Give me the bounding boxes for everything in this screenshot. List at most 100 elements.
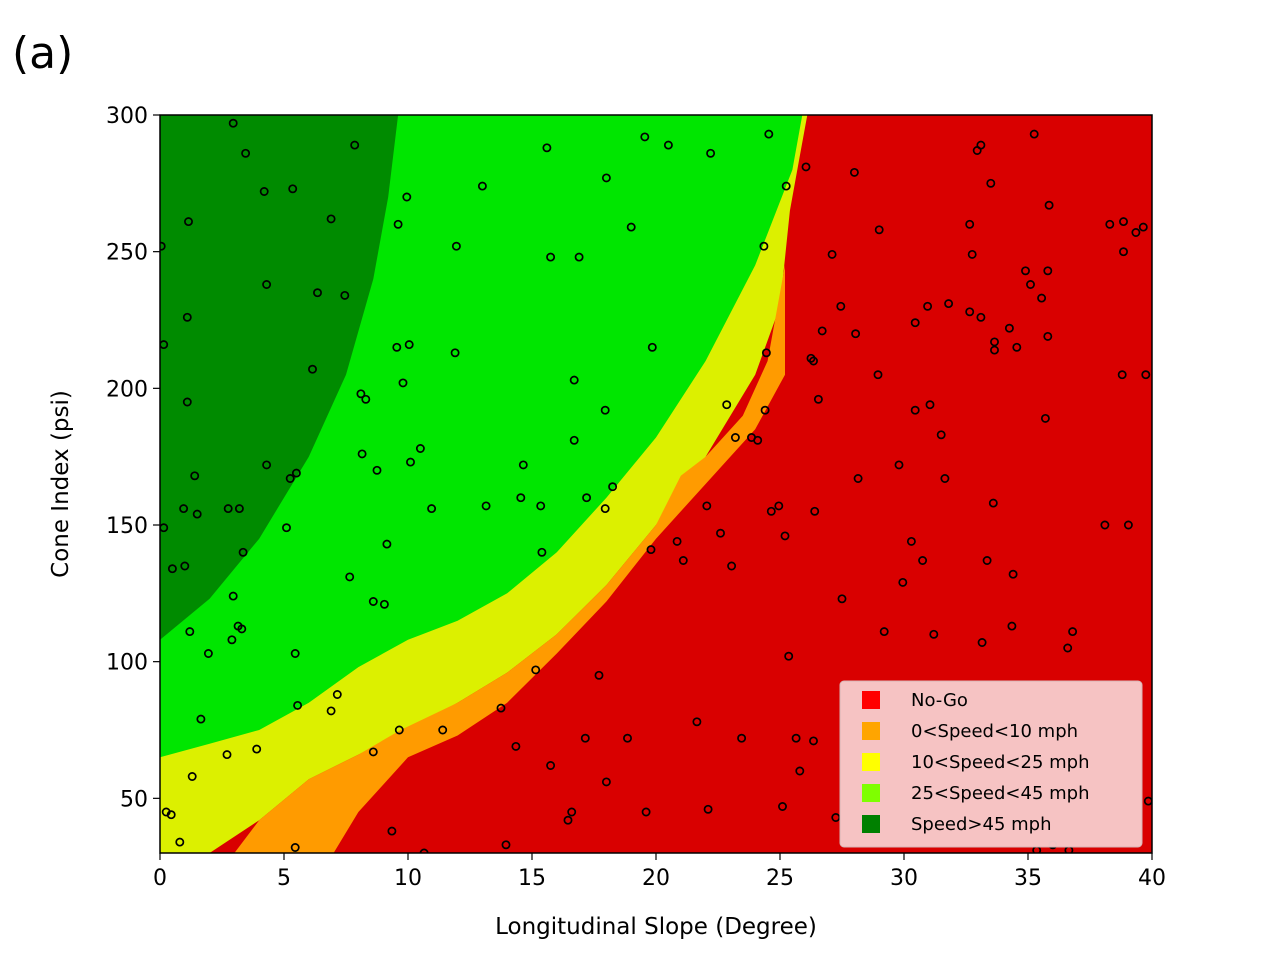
- scatter-point: [976, 140, 986, 150]
- scatter-point: [647, 342, 657, 352]
- scatter-point: [646, 545, 656, 555]
- scatter-point: [282, 523, 291, 533]
- scatter-point: [406, 457, 415, 467]
- scatter-point: [780, 531, 790, 541]
- scatter-point: [716, 528, 725, 538]
- scatter-point: [678, 556, 688, 565]
- scatter-point: [702, 501, 712, 511]
- scatter-point: [663, 140, 673, 150]
- y-tick-label: 300: [106, 104, 148, 129]
- scatter-point: [182, 312, 192, 322]
- scatter-point: [291, 468, 301, 478]
- region-over-45-mph: [160, 115, 399, 853]
- scatter-point: [626, 222, 636, 232]
- scatter-point: [569, 375, 579, 385]
- scatter-point: [222, 750, 232, 760]
- scatter-point: [228, 591, 238, 601]
- scatter-point: [392, 342, 402, 352]
- legend-label: 10<Speed<25 mph: [911, 752, 1090, 773]
- legend-label: Speed>45 mph: [911, 814, 1052, 835]
- scatter-point: [361, 394, 371, 404]
- scatter-point: [542, 143, 552, 153]
- scatter-point: [766, 506, 776, 516]
- scatter-point: [223, 504, 233, 514]
- scatter-point: [262, 280, 272, 289]
- scatter-point: [184, 217, 193, 227]
- scatter-point: [851, 329, 861, 339]
- scatter-point: [801, 162, 811, 172]
- scatter-point: [450, 348, 460, 358]
- scatter-point: [795, 766, 805, 776]
- y-tick-label: 250: [106, 241, 148, 266]
- legend-label: 0<Speed<10 mph: [911, 721, 1078, 742]
- scatter-point: [737, 733, 747, 743]
- legend: No-Go 0<Speed<10 mph 10<Speed<25 mph 25<Spe…: [839, 680, 1143, 848]
- scatter-point: [910, 318, 920, 328]
- scatter-point: [965, 219, 975, 229]
- scatter-point: [594, 670, 604, 680]
- y-tick-label: 150: [106, 514, 148, 539]
- scatter-point: [692, 717, 702, 727]
- x-tick-label: 30: [890, 866, 918, 891]
- scatter-point: [1026, 280, 1035, 289]
- scatter-point: [203, 649, 213, 658]
- scatter-point: [640, 132, 650, 142]
- scatter-point: [703, 804, 713, 814]
- scatter-point: [774, 501, 784, 511]
- legend-swatch: [862, 815, 880, 833]
- scatter-point: [817, 326, 827, 336]
- legend-box: [839, 680, 1143, 848]
- scatter-point: [379, 599, 389, 609]
- scatter-point: [326, 706, 336, 716]
- scatter-point: [813, 394, 823, 404]
- scatter-point: [1037, 293, 1047, 303]
- scatter-point: [810, 506, 820, 516]
- scatter-point: [345, 572, 355, 582]
- scatter-point: [501, 840, 511, 850]
- scatter-point: [546, 252, 556, 262]
- scatter-point: [182, 397, 192, 407]
- plot-area: [160, 115, 1152, 853]
- scatter-points: [160, 118, 1152, 853]
- scatter-point: [608, 482, 618, 492]
- scatter-point: [180, 561, 190, 571]
- scatter-point: [427, 504, 437, 514]
- scatter-point: [382, 539, 392, 549]
- scatter-point: [175, 837, 185, 847]
- scatter-point: [827, 249, 837, 259]
- scatter-point: [415, 444, 425, 453]
- scatter-point: [898, 577, 908, 587]
- scatter-point: [761, 348, 771, 358]
- scatter-point: [160, 241, 166, 251]
- scatter-point: [481, 501, 491, 511]
- scatter-point: [438, 725, 448, 735]
- scatter-point: [1012, 342, 1022, 352]
- x-tick-label: 40: [1138, 866, 1166, 891]
- scatter-point: [1105, 219, 1115, 229]
- y-tick-label: 100: [106, 651, 148, 676]
- x-tick-label: 35: [1014, 866, 1042, 891]
- scatter-point: [357, 449, 367, 459]
- scatter-point: [936, 430, 946, 440]
- scatter-point: [730, 433, 740, 442]
- y-tick-label: 50: [120, 787, 148, 812]
- scatter-point: [849, 167, 859, 177]
- scatter-point: [241, 148, 251, 158]
- scatter-point: [326, 214, 336, 224]
- scatter-point: [185, 627, 195, 637]
- scatter-point: [727, 561, 737, 571]
- scatter-point: [290, 843, 300, 852]
- legend-label: 25<Speed<45 mph: [911, 783, 1090, 804]
- x-axis-title: Longitudinal Slope (Degree): [495, 914, 817, 940]
- y-axis-title: Cone Index (psi): [48, 390, 74, 578]
- scatter-point: [1029, 129, 1039, 139]
- scatter-point: [764, 129, 774, 139]
- scatter-point: [308, 364, 317, 374]
- scatter-point: [778, 802, 787, 811]
- scatter-point: [356, 389, 366, 399]
- scatter-point: [1138, 222, 1148, 232]
- scatter-point: [706, 148, 716, 158]
- scatter-point: [1063, 643, 1073, 653]
- x-tick-label: 10: [394, 866, 422, 891]
